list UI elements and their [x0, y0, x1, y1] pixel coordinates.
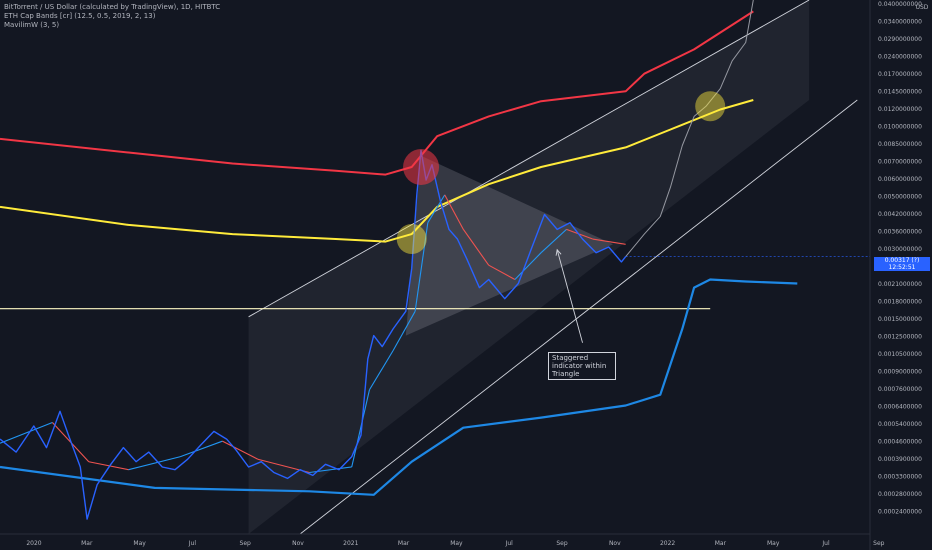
y-tick-label: 0.0400000000	[878, 1, 922, 8]
annotation-note[interactable]: Staggered indicator within Triangle	[548, 352, 616, 380]
legend-indicator-mavilim[interactable]: MavilimW (3, 5)	[4, 21, 60, 29]
triangle-shape	[405, 155, 613, 336]
mavilim-segment	[179, 440, 223, 458]
legend-indicator-cap-bands[interactable]: ETH Cap Bands [cr] (12.5, 0.5, 2019, 2, …	[4, 12, 156, 20]
x-tick-label: Sep	[873, 540, 885, 547]
y-tick-label: 0.0010500000	[878, 351, 922, 358]
x-tick-label: May	[133, 540, 146, 547]
y-tick-label: 0.0009000000	[878, 369, 922, 376]
mavilim-segment	[0, 422, 53, 444]
x-tick-label: 2022	[660, 540, 675, 547]
y-tick-label: 0.0021000000	[878, 281, 922, 288]
y-tick-label: 0.0003300000	[878, 474, 922, 481]
x-tick-label: Jul	[505, 540, 514, 547]
annotation-text: Staggered indicator within Triangle	[552, 354, 607, 378]
y-tick-label: 0.0002400000	[878, 509, 922, 516]
annotation-arrow-shaft	[556, 249, 583, 343]
y-tick-label: 0.0018000000	[878, 299, 922, 306]
mavilim-segment	[444, 194, 464, 230]
x-tick-label: Jul	[188, 540, 197, 547]
x-tick-label: Jul	[821, 540, 830, 547]
y-tick-label: 0.0120000000	[878, 106, 922, 113]
x-tick-label: Sep	[240, 540, 252, 547]
y-tick-label: 0.0290000000	[878, 36, 922, 43]
projection-series	[625, 0, 754, 257]
yellow-highlight-marker	[695, 91, 726, 122]
y-tick-label: 0.0060000000	[878, 176, 922, 183]
x-tick-label: 2021	[343, 540, 358, 547]
channel-lower-line	[299, 99, 858, 535]
y-tick-label: 0.0240000000	[878, 54, 922, 61]
y-tick-label: 0.0002800000	[878, 491, 922, 498]
bar-countdown: 12:52:51	[888, 264, 916, 271]
chart-legend: BitTorrent / US Dollar (calculated by Tr…	[4, 3, 220, 30]
x-tick-label: Mar	[398, 540, 410, 547]
y-tick-label: 0.0070000000	[878, 159, 922, 166]
y-tick-label: 0.0007600000	[878, 386, 922, 393]
x-tick-label: May	[450, 540, 463, 547]
mavilim-segment	[222, 440, 259, 460]
y-tick-label: 0.0170000000	[878, 71, 922, 78]
legend-symbol[interactable]: BitTorrent / US Dollar (calculated by Tr…	[4, 3, 221, 11]
y-tick-label: 0.0042000000	[878, 211, 922, 218]
mavilim-segment	[88, 461, 129, 471]
y-tick-label: 0.0005400000	[878, 421, 922, 428]
x-tick-label: May	[767, 540, 780, 547]
y-tick-label: 0.0036000000	[878, 229, 922, 236]
y-tick-label: 0.0100000000	[878, 124, 922, 131]
y-tick-label: 0.0340000000	[878, 19, 922, 26]
last-price: 0.00317 (?)	[884, 257, 920, 264]
mavilim-segment	[128, 456, 181, 471]
mavilim-segment	[392, 311, 416, 351]
x-tick-label: Mar	[715, 540, 727, 547]
y-tick-label: 0.0006400000	[878, 404, 922, 411]
y-tick-label: 0.0004600000	[878, 439, 922, 446]
mavilim-segment	[462, 229, 490, 266]
last-price-tag: 0.00317 (?) 12:52:51	[874, 257, 930, 271]
mavilim-segment	[351, 389, 371, 468]
channel-upper-line	[248, 0, 810, 318]
x-tick-label: Nov	[292, 540, 304, 547]
mavilim-segment	[540, 228, 567, 254]
y-tick-label: 0.0030000000	[878, 246, 922, 253]
mavilim-segment	[514, 252, 542, 280]
mavilim-segment	[592, 238, 626, 245]
x-tick-label: 2020	[26, 540, 41, 547]
y-tick-label: 0.0145000000	[878, 89, 922, 96]
red-highlight-marker	[403, 149, 440, 186]
x-tick-label: Nov	[609, 540, 621, 547]
mavilim-segment	[414, 222, 429, 312]
upper-band-series	[0, 10, 754, 176]
x-tick-label: Sep	[556, 540, 568, 547]
mavilim-segment	[488, 264, 516, 281]
y-tick-label: 0.0085000000	[878, 141, 922, 148]
annotation-arrow-head	[555, 248, 562, 256]
yellow-highlight-marker	[396, 224, 427, 255]
y-tick-label: 0.0015000000	[878, 316, 922, 323]
y-tick-label: 0.0003900000	[878, 456, 922, 463]
mavilim-segment	[369, 350, 394, 391]
price-series	[0, 149, 627, 520]
y-tick-label: 0.0050000000	[878, 194, 922, 201]
x-tick-label: Mar	[81, 540, 93, 547]
currency-label: USD	[916, 4, 929, 11]
mavilim-segment	[427, 194, 446, 223]
shaded-channel-shape	[248, 0, 810, 534]
y-tick-label: 0.0012500000	[878, 334, 922, 341]
lower-band-series	[0, 278, 798, 496]
